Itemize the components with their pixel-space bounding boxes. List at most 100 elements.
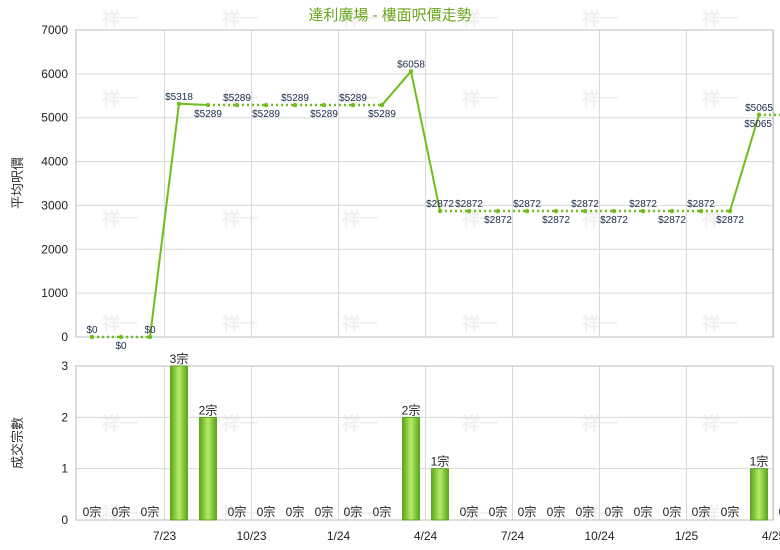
chart-title: 達利廣場 - 樓面呎價走勢 [308, 7, 471, 24]
watermark: 祥一 [222, 8, 258, 29]
top-grid [76, 29, 774, 338]
price-line-segment [410, 71, 441, 212]
watermark: 祥一 [342, 8, 378, 29]
top-y-tick-label: 1000 [41, 286, 68, 300]
price-line-layer [89, 69, 780, 340]
price-data-label: $2872 [687, 199, 715, 210]
price-point [727, 208, 733, 214]
price-line-segment [178, 102, 209, 107]
price-point [205, 102, 211, 108]
price-data-label: $0 [86, 325, 98, 336]
watermark: 祥一 [462, 313, 498, 334]
price-line-segment [149, 103, 180, 338]
volume-labels: 0宗 0宗 0宗 3宗 2宗 0宗 0宗 0宗 0宗 0宗 0宗 2宗 1宗 0宗 0宗 0宗 0宗 0宗 0宗 0宗… [83, 351, 780, 519]
price-data-label: $2872 [600, 215, 628, 226]
watermark: 祥一 [102, 413, 138, 434]
volume-data-label: 3宗 [170, 351, 189, 366]
x-tick-label: 4/25 [762, 529, 780, 543]
volume-bar [431, 468, 449, 521]
price-data-label: $5289 [310, 109, 338, 120]
top-y-tick-label: 2000 [41, 242, 68, 256]
bottom-y-tick-label: 3 [61, 359, 68, 373]
top-y-tick-label: 6000 [41, 67, 68, 81]
watermark: 祥一 [702, 503, 738, 524]
volume-data-label: 0宗 [489, 504, 508, 519]
volume-data-label: 0宗 [112, 504, 131, 519]
price-data-label: $2872 [484, 215, 512, 226]
price-line-segment [381, 70, 412, 106]
watermark: 祥一 [702, 208, 738, 229]
watermark: 祥一 [342, 208, 378, 229]
bottom-y-tick-label: 1 [61, 462, 68, 476]
volume-data-label: 0宗 [83, 504, 102, 519]
watermark: 祥一 [462, 88, 498, 109]
price-data-label: $6058 [397, 59, 425, 70]
watermark: 祥一 [342, 503, 378, 524]
volume-data-label: 0宗 [315, 504, 334, 519]
price-data-label: $5065 [745, 103, 773, 114]
volume-bar [170, 365, 188, 521]
price-data-label: $0 [115, 341, 127, 352]
x-tick-label: 10/24 [584, 529, 614, 543]
top-y-tick-label: 4000 [41, 155, 68, 169]
x-tick-label: 4/24 [414, 529, 438, 543]
volume-bar [402, 416, 420, 521]
watermark: 祥一 [702, 8, 738, 29]
price-point [408, 69, 414, 74]
price-point [234, 102, 240, 108]
price-data-label: $5318 [165, 92, 193, 103]
price-point [321, 102, 327, 108]
price-point [669, 208, 675, 214]
price-point [640, 208, 646, 214]
price-point [89, 334, 95, 340]
price-data-label: $5065 [744, 119, 772, 130]
volume-bar [199, 416, 217, 521]
price-data-label: $5289 [252, 109, 280, 120]
top-y-tick-label: 5000 [41, 111, 68, 125]
bottom-y-axis-label: 成交宗數 [10, 417, 25, 469]
volume-data-label: 0宗 [141, 504, 160, 519]
volume-data-label: 2宗 [402, 402, 421, 417]
volume-data-label: 0宗 [576, 504, 595, 519]
watermark: 祥一 [582, 8, 618, 29]
volume-data-label: 0宗 [634, 504, 653, 519]
bottom-y-tick-label: 0 [61, 513, 68, 527]
watermark: 祥一 [342, 88, 378, 109]
volume-data-label: 0宗 [286, 504, 305, 519]
price-point [379, 102, 385, 108]
price-data-label: $2872 [571, 199, 599, 210]
price-data-label: $2872 [716, 215, 744, 226]
price-point [176, 101, 182, 106]
price-point [553, 208, 559, 214]
price-data-label: $5289 [223, 93, 251, 104]
watermark: 祥一 [702, 313, 738, 334]
price-data-label: $5289 [281, 93, 309, 104]
volume-data-label: 0宗 [257, 504, 276, 519]
volume-data-label: 2宗 [199, 402, 218, 417]
x-ticks: 7/23 10/23 1/24 4/24 7/24 10/24 1/25 4/25 [153, 529, 780, 543]
price-point [582, 208, 588, 214]
volume-data-label: 0宗 [344, 504, 363, 519]
price-point [292, 102, 298, 108]
volume-data-label: 0宗 [518, 504, 537, 519]
price-data-label: $2872 [513, 199, 541, 210]
watermark: 祥一 [222, 208, 258, 229]
top-y-tick-label: 0 [61, 330, 68, 344]
volume-data-label: 0宗 [605, 504, 624, 519]
price-point [118, 334, 124, 340]
price-data-label: $2872 [455, 199, 483, 210]
price-point [147, 334, 153, 340]
volume-data-label: 0宗 [663, 504, 682, 519]
price-point [698, 208, 704, 214]
volume-bars [170, 365, 768, 521]
top-y-tick-label: 7000 [41, 23, 68, 37]
bottom-y-ticks: 0 1 2 3 [61, 359, 68, 527]
price-data-label: $5289 [339, 93, 367, 104]
watermark: 祥一 [222, 313, 258, 334]
watermark: 祥一 [462, 413, 498, 434]
price-labels: $0$0$0$5318$5289$5289$5289$5289$5289$528… [86, 59, 773, 352]
price-point [350, 102, 356, 108]
price-point [524, 208, 530, 214]
